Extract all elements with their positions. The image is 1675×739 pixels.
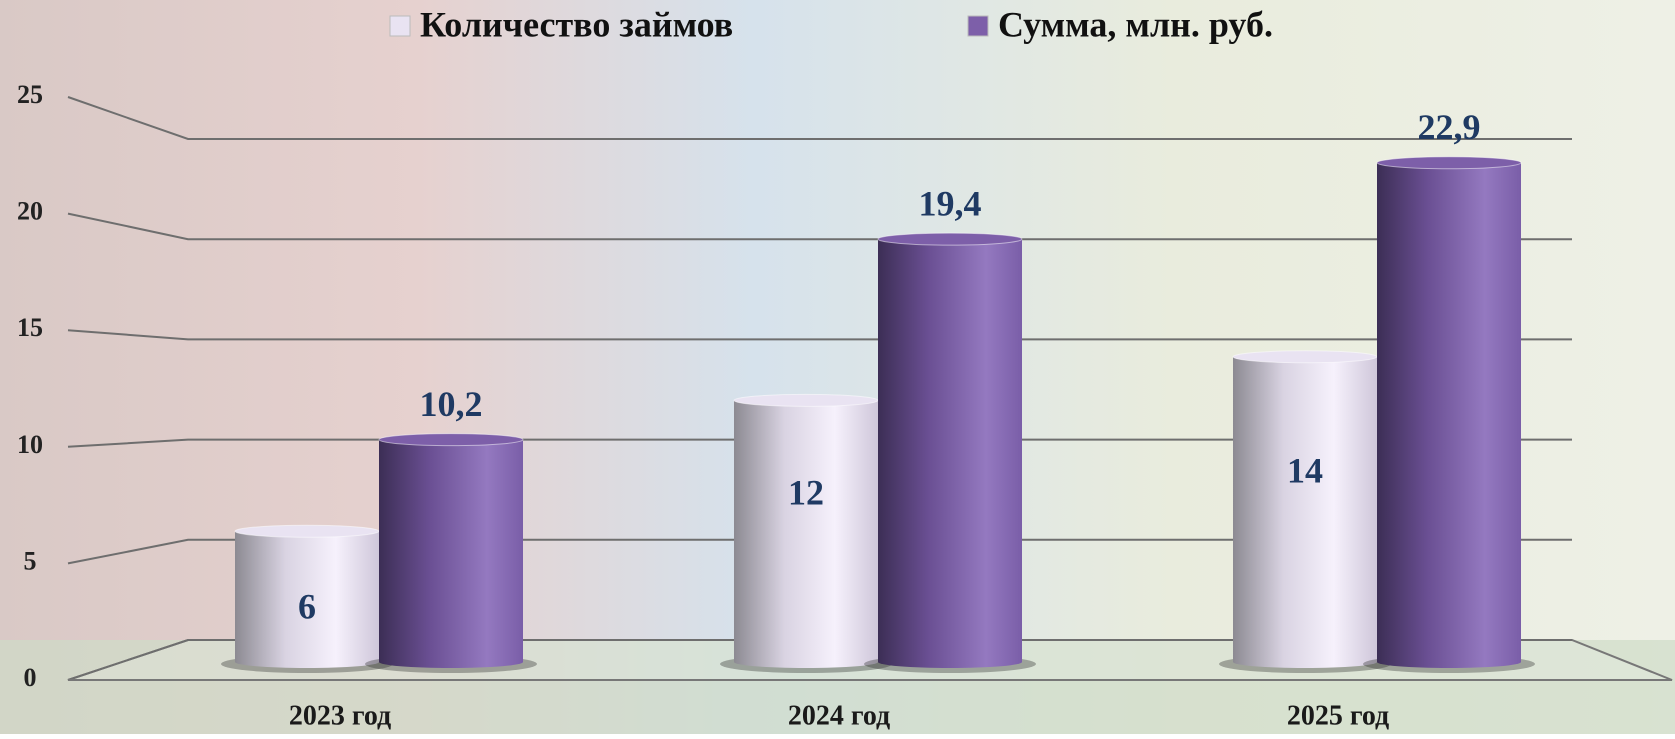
bar-cap bbox=[1233, 351, 1377, 363]
bar bbox=[1233, 357, 1377, 662]
value-label: 10,2 bbox=[420, 384, 483, 424]
y-tick-label: 20 bbox=[17, 197, 43, 226]
legend-swatch bbox=[968, 16, 988, 36]
y-tick-label: 0 bbox=[24, 663, 37, 692]
bar bbox=[734, 400, 878, 662]
bar-cap bbox=[734, 394, 878, 406]
bar bbox=[379, 440, 523, 662]
bar bbox=[878, 239, 1022, 662]
bar bbox=[1377, 163, 1521, 662]
bar-base bbox=[1377, 656, 1521, 668]
bar-base bbox=[1233, 656, 1377, 668]
legend-swatch bbox=[390, 16, 410, 36]
bar-cap bbox=[235, 525, 379, 537]
bar-base bbox=[734, 656, 878, 668]
value-label: 14 bbox=[1287, 451, 1323, 491]
value-label: 22,9 bbox=[1418, 107, 1481, 147]
legend-label: Сумма, млн. руб. bbox=[998, 4, 1273, 44]
bar-base bbox=[235, 656, 379, 668]
legend-label: Количество займов bbox=[420, 4, 733, 44]
bar-cap bbox=[878, 233, 1022, 245]
value-label: 6 bbox=[298, 586, 316, 626]
x-tick-label: 2023 год bbox=[289, 700, 391, 731]
y-tick-label: 10 bbox=[17, 430, 43, 459]
page: Количество займов Сумма, млн. руб. 0 5 10 15… bbox=[0, 0, 1675, 734]
value-label: 12 bbox=[788, 472, 824, 512]
bar-cap bbox=[1377, 157, 1521, 169]
value-label: 19,4 bbox=[919, 183, 982, 223]
bar-cap bbox=[379, 434, 523, 446]
y-tick-label: 25 bbox=[17, 80, 43, 109]
x-tick-label: 2025 год bbox=[1287, 700, 1389, 731]
x-tick-label: 2024 год bbox=[788, 700, 890, 731]
chart: Количество займов Сумма, млн. руб. 0 5 10 15… bbox=[0, 0, 1675, 734]
y-tick-label: 15 bbox=[17, 313, 43, 342]
bar-base bbox=[379, 656, 523, 668]
y-tick-label: 5 bbox=[24, 546, 37, 575]
bar-base bbox=[878, 656, 1022, 668]
